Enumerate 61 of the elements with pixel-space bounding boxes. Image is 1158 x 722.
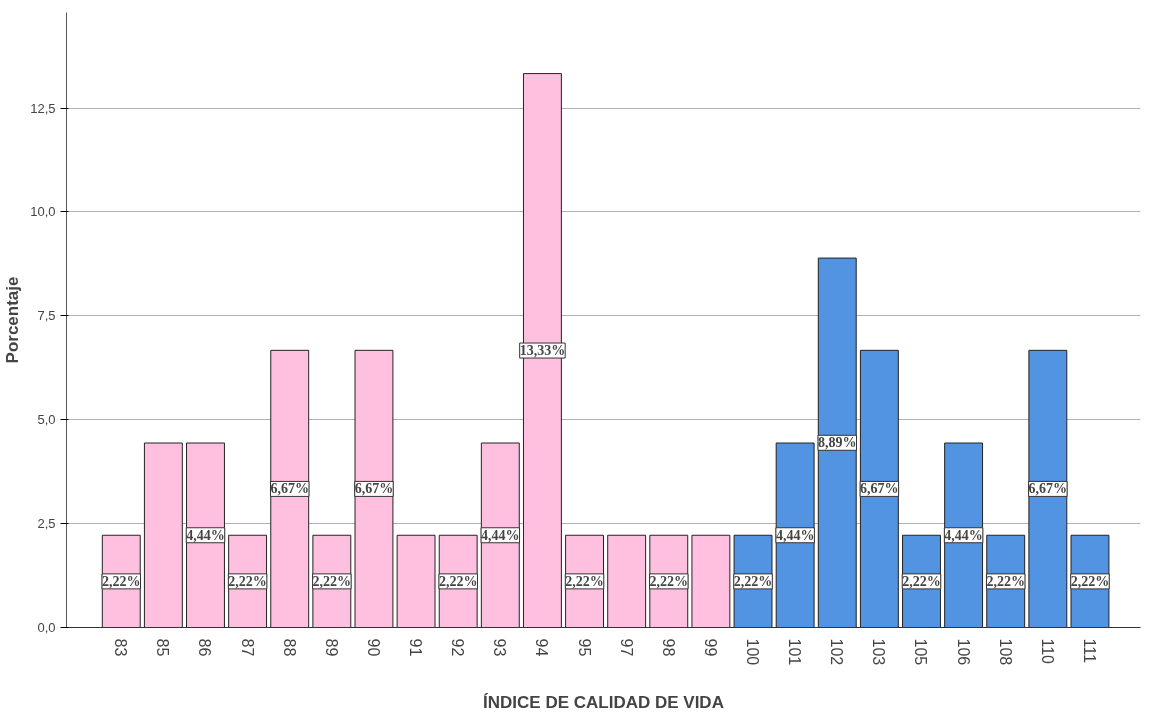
y-tick-label: 5,0 (37, 412, 56, 428)
bar (186, 442, 225, 628)
data-label: 2,22% (228, 573, 267, 589)
data-label: 2,22% (986, 573, 1025, 589)
x-tick-label: 99 (701, 638, 719, 657)
bar (859, 349, 899, 628)
x-tick-label: 91 (407, 638, 425, 657)
x-tick-label: 88 (280, 638, 298, 657)
data-label: 8,89% (818, 435, 857, 451)
bar (522, 73, 562, 628)
bar (1028, 349, 1068, 628)
bar (354, 349, 394, 628)
bar (944, 442, 984, 628)
bar (480, 442, 520, 628)
x-tick-label: 87 (238, 638, 256, 657)
x-tick-label: 90 (364, 638, 382, 657)
x-tick-label: 92 (449, 638, 467, 657)
bar (817, 257, 857, 628)
bar (396, 534, 436, 628)
x-tick-label: 94 (533, 638, 551, 657)
data-label: 6,67% (270, 481, 309, 497)
y-tick-label: 0,0 (37, 620, 56, 635)
y-tick-label: 2,5 (37, 516, 56, 532)
data-label: 6,67% (354, 481, 394, 497)
bar (270, 349, 310, 628)
data-label: 2,22% (312, 573, 352, 589)
data-label: 2,22% (733, 573, 773, 589)
data-label: 4,44% (944, 527, 983, 543)
data-label: 6,67% (1028, 481, 1068, 497)
data-label: 2,22% (1070, 573, 1110, 589)
data-label: 2,22% (102, 573, 141, 589)
x-axis-title: ÍNDICE DE CALIDAD DE VIDA (483, 693, 724, 713)
data-label: 2,22% (438, 573, 478, 589)
data-label: 4,44% (775, 527, 815, 543)
x-tick-label: 98 (659, 638, 677, 657)
x-tick-label: 100 (744, 638, 762, 666)
x-tick-label: 85 (154, 638, 172, 657)
x-tick-label: 89 (322, 638, 340, 657)
y-axis-title: Porcentaje (3, 276, 23, 364)
y-tick-label: 10,0 (30, 204, 56, 220)
bar (143, 442, 183, 628)
x-tick-label: 111 (1080, 638, 1098, 663)
bar (691, 534, 731, 628)
x-tick-label: 86 (196, 638, 214, 657)
x-tick-label: 95 (575, 638, 593, 657)
x-tick-label: 101 (786, 638, 804, 666)
x-tick-label: 106 (954, 638, 972, 666)
data-label: 13,33% (519, 343, 566, 359)
y-tick-label: 12,5 (30, 100, 56, 116)
bar (775, 442, 815, 628)
x-tick-label: 102 (828, 638, 846, 666)
data-label: 2,22% (649, 573, 689, 589)
x-tick-label: 108 (996, 638, 1014, 666)
x-tick-label: 97 (617, 638, 635, 657)
x-tick-label: 103 (870, 638, 888, 666)
y-tick-label: 7,5 (37, 308, 56, 324)
x-tick-label: 83 (112, 638, 130, 657)
x-tick-label: 93 (491, 638, 509, 657)
x-tick-label: 105 (912, 638, 930, 666)
x-tick-label: 110 (1038, 638, 1056, 665)
bar (607, 534, 647, 628)
